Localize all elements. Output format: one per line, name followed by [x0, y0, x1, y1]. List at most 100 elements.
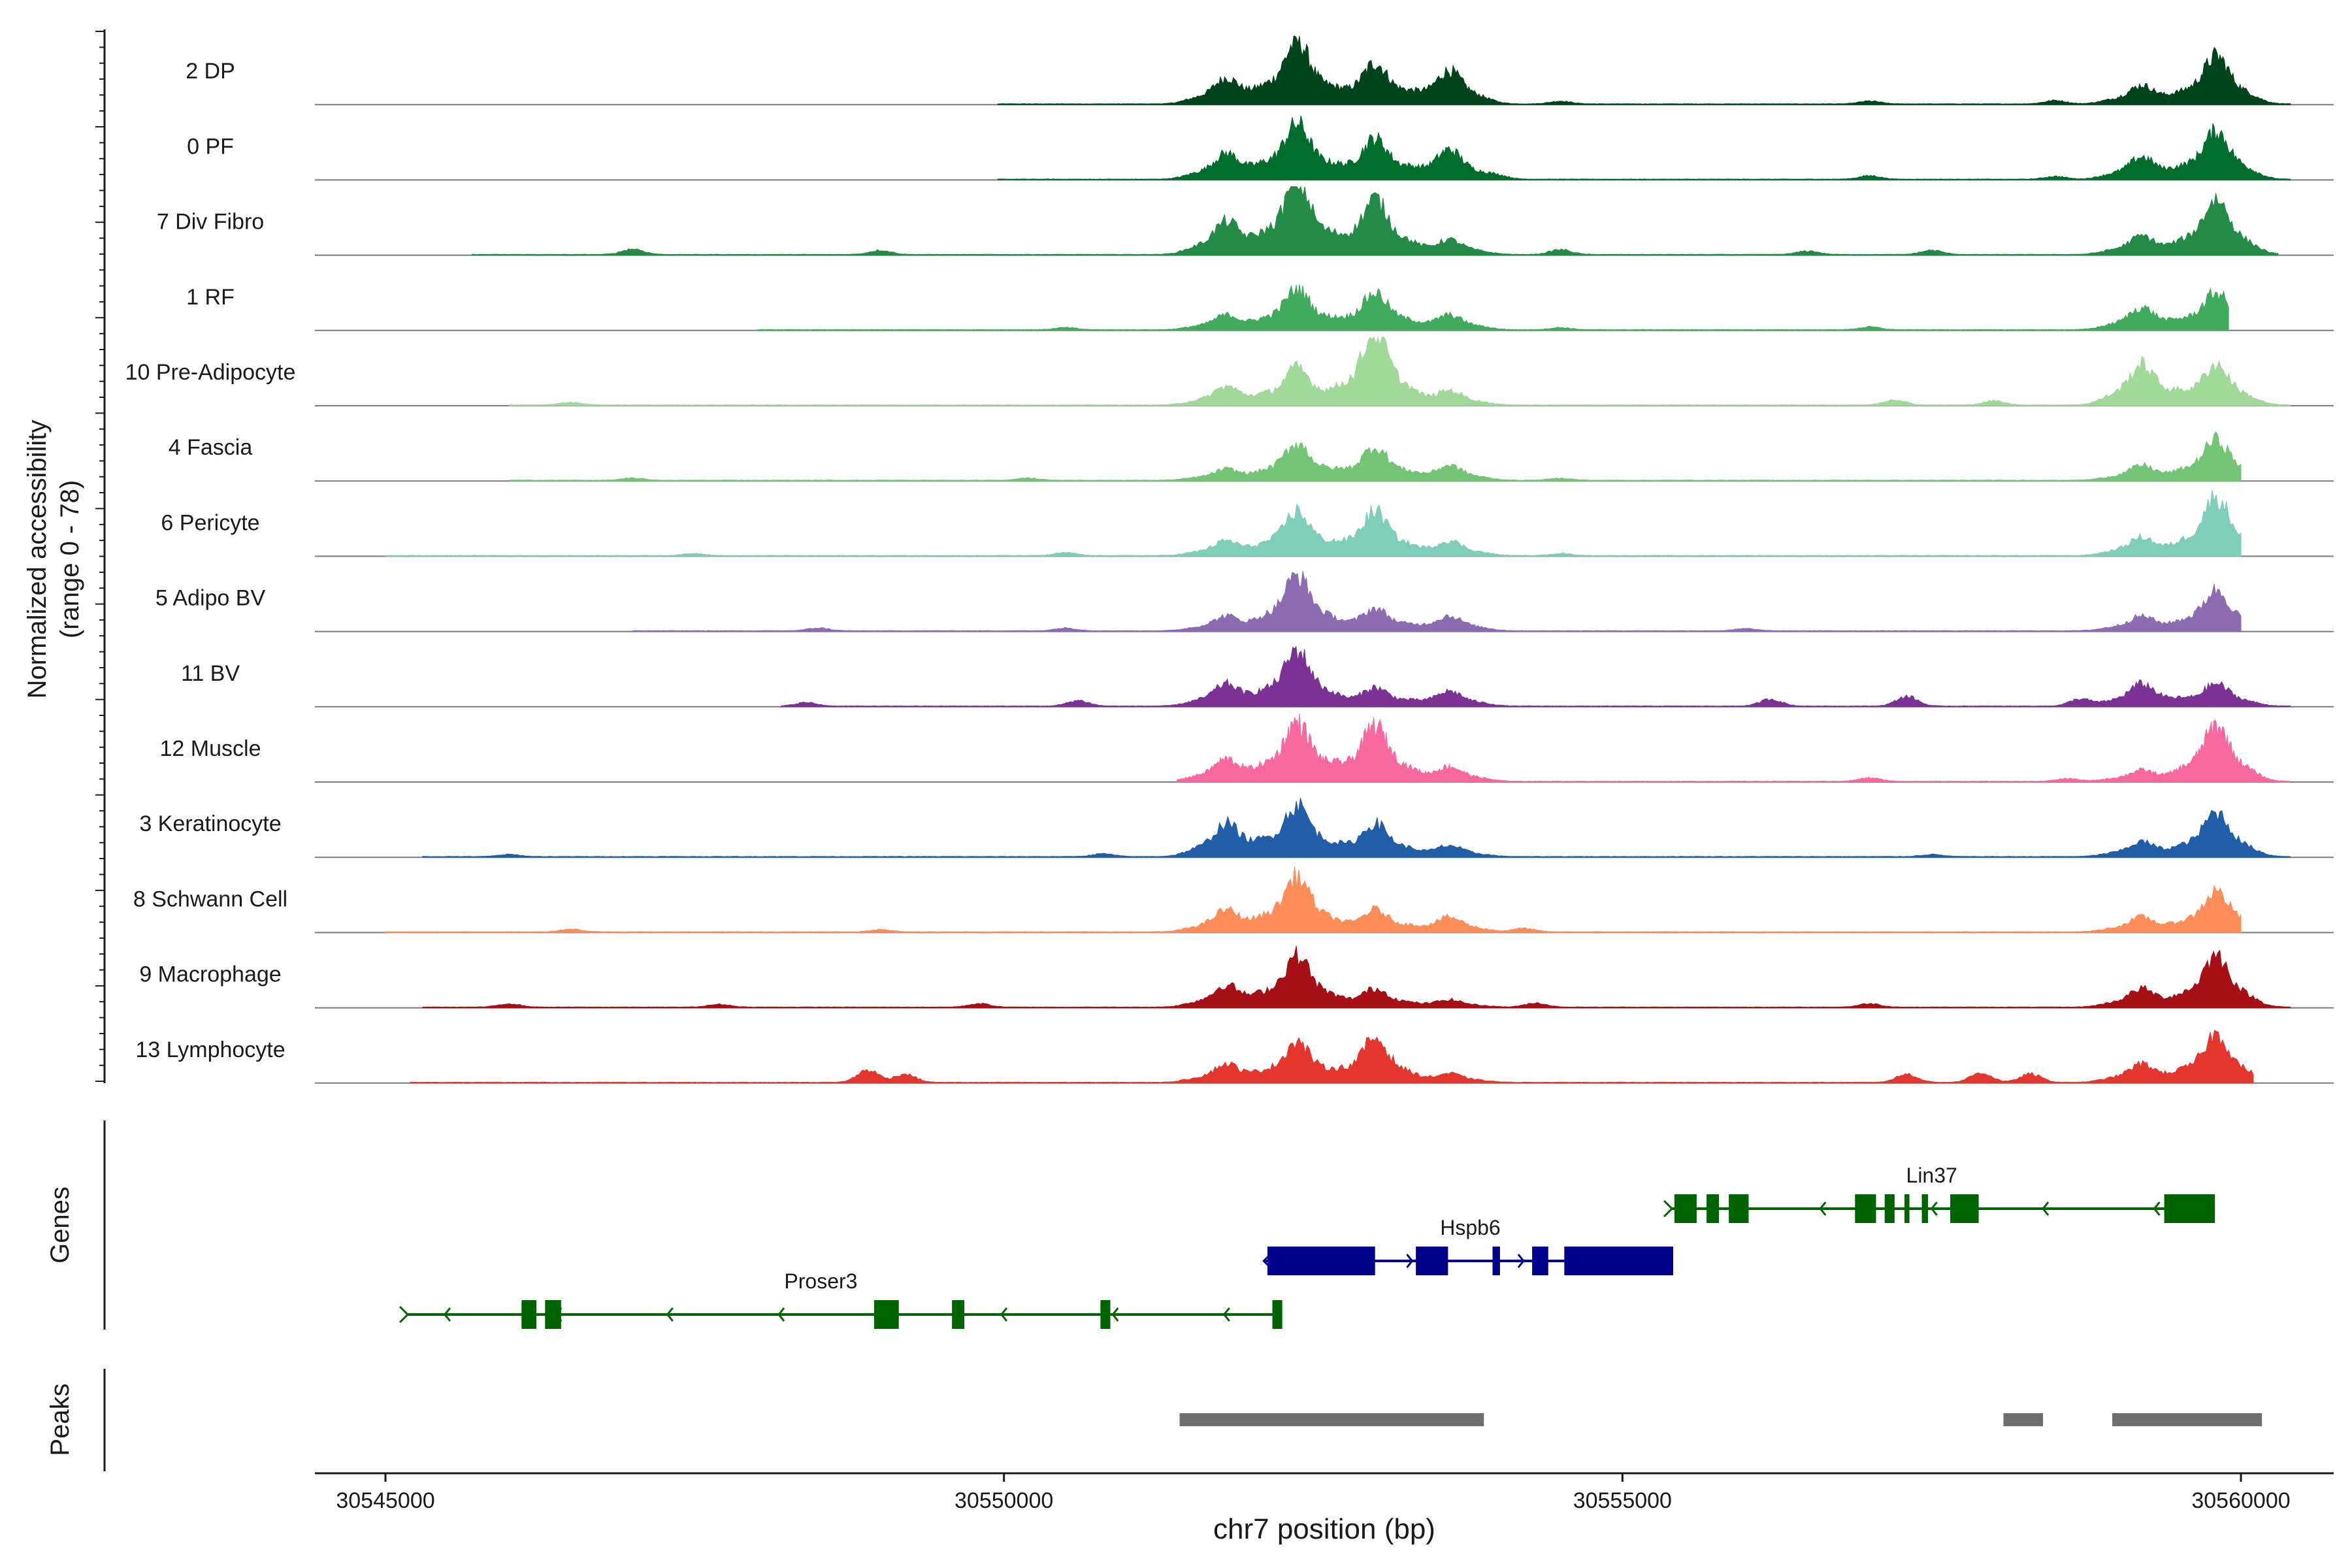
gene-lin37: Lin37 — [1663, 1164, 2215, 1223]
track-5: 4 Fascia — [169, 431, 2334, 482]
track-label: 5 Adipo BV — [155, 586, 266, 611]
strand-arrow — [1819, 1201, 1827, 1216]
gene-label: Hspb6 — [1440, 1216, 1501, 1239]
peak-regions — [1179, 1413, 2262, 1426]
gene-exon — [1855, 1194, 1876, 1223]
track-signal-area — [756, 284, 2229, 331]
track-label: 4 Fascia — [169, 435, 253, 460]
track-signal-area — [410, 1030, 2254, 1084]
gene-exon — [1950, 1194, 1979, 1223]
track-2: 7 Div Fibro — [157, 186, 2334, 256]
gene-exon — [952, 1300, 965, 1329]
gene-exon — [1904, 1194, 1910, 1223]
gene-exon — [1492, 1247, 1500, 1275]
accessibility-tracks: 2 DP 0 PF 7 Div Fibro 1 RF 10 Pre-Adipocyte 4… — [125, 35, 2334, 1084]
track-label: 13 Lymphocyte — [135, 1037, 285, 1062]
x-tick-label: 30545000 — [336, 1488, 434, 1513]
track-signal-area — [385, 489, 2242, 557]
track-11: 8 Schwann Cell — [133, 866, 2334, 934]
track-label: 11 BV — [181, 661, 240, 686]
gene-exon — [1921, 1194, 1928, 1223]
strand-arrow — [777, 1307, 785, 1322]
genes-panel-label: Genes — [46, 1186, 74, 1264]
track-signal-area — [508, 336, 2291, 406]
track-0: 2 DP — [186, 35, 2334, 106]
track-7: 5 Adipo BV — [155, 570, 2334, 632]
gene-exon — [1100, 1300, 1111, 1329]
strand-arrow — [1111, 1307, 1119, 1322]
strand-arrow — [1406, 1254, 1414, 1268]
gene-exon — [2164, 1194, 2215, 1223]
track-10: 3 Keratinocyte — [139, 798, 2334, 858]
x-axis-label: chr7 position (bp) — [1213, 1513, 1435, 1545]
gene-exon — [1729, 1194, 1749, 1223]
strand-arrow — [1517, 1254, 1525, 1268]
y-axis-label-line1: Normalized accessibility — [23, 420, 52, 699]
strand-arrow — [2153, 1201, 2161, 1216]
track-label: 0 PF — [187, 134, 234, 159]
x-tick-label: 30555000 — [1573, 1488, 1672, 1513]
track-signal-area — [997, 115, 2291, 180]
gene-exon — [1884, 1194, 1895, 1223]
strand-arrow — [666, 1307, 674, 1322]
strand-arrow — [1000, 1307, 1008, 1322]
track-label: 8 Schwann Cell — [133, 887, 287, 911]
track-label: 1 RF — [186, 285, 235, 310]
track-signal-area — [385, 866, 2242, 933]
track-9: 12 Muscle — [160, 713, 2334, 783]
track-signal-area — [422, 945, 2291, 1009]
strand-arrow — [2042, 1201, 2050, 1216]
track-label: 3 Keratinocyte — [139, 811, 281, 836]
x-tick-label: 30560000 — [2191, 1488, 2290, 1513]
gene-label: Proser3 — [784, 1269, 857, 1293]
strand-arrow — [443, 1307, 451, 1322]
gene-exon — [1272, 1300, 1282, 1329]
track-label: 2 DP — [186, 59, 235, 84]
gene-label: Lin37 — [1906, 1164, 1957, 1187]
track-label: 9 Macrophage — [139, 962, 281, 987]
track-label: 12 Muscle — [160, 736, 261, 761]
gene-exon — [1267, 1247, 1375, 1275]
track-signal-area — [632, 570, 2242, 632]
gene-end-arrow — [399, 1305, 410, 1324]
track-3: 1 RF — [186, 284, 2334, 331]
gene-hspb6: Hspb6 — [1262, 1216, 1673, 1275]
gene-exon — [1564, 1247, 1673, 1275]
peak-region — [2003, 1413, 2044, 1426]
peak-region — [2112, 1413, 2262, 1426]
track-signal-area — [508, 431, 2242, 482]
track-4: 10 Pre-Adipocyte — [125, 336, 2334, 406]
track-label: 7 Div Fibro — [157, 210, 264, 235]
track-12: 9 Macrophage — [139, 945, 2334, 1009]
track-signal-area — [781, 645, 2291, 708]
gene-exon — [1532, 1247, 1548, 1275]
gene-exon — [545, 1300, 561, 1329]
y-axis-label: Normalized accessibility (range 0 - 78) — [23, 420, 84, 699]
tracks-y-axis-ticks — [95, 31, 105, 1082]
track-6: 6 Pericyte — [161, 489, 2334, 557]
track-1: 0 PF — [187, 115, 2334, 181]
track-signal-area — [997, 35, 2291, 105]
track-signal-area — [472, 186, 2279, 256]
gene-exon — [1707, 1194, 1720, 1223]
gene-exon — [1674, 1194, 1697, 1223]
peaks-panel-label: Peaks — [46, 1383, 74, 1456]
x-axis-ticks: 30545000 30550000 30555000 30560000 — [336, 1473, 2291, 1513]
strand-arrow — [1930, 1201, 1938, 1216]
track-label: 6 Pericyte — [161, 510, 259, 535]
peak-region — [1179, 1413, 1484, 1426]
gene-annotations: Proser3 Hspb6 Lin37 — [399, 1164, 2215, 1329]
gene-exon — [1416, 1247, 1448, 1275]
gene-end-arrow — [1663, 1200, 1674, 1218]
track-signal-area — [422, 798, 2291, 858]
strand-arrow — [1222, 1307, 1230, 1322]
track-8: 11 BV — [181, 645, 2334, 708]
gene-exon — [874, 1300, 899, 1329]
gene-proser3: Proser3 — [399, 1269, 1282, 1329]
y-axis-label-line2: (range 0 - 78) — [56, 480, 84, 638]
gene-exon — [521, 1300, 536, 1329]
track-label: 10 Pre-Adipocyte — [125, 360, 296, 385]
track-signal-area — [1177, 713, 2291, 783]
track-13: 13 Lymphocyte — [135, 1030, 2334, 1084]
